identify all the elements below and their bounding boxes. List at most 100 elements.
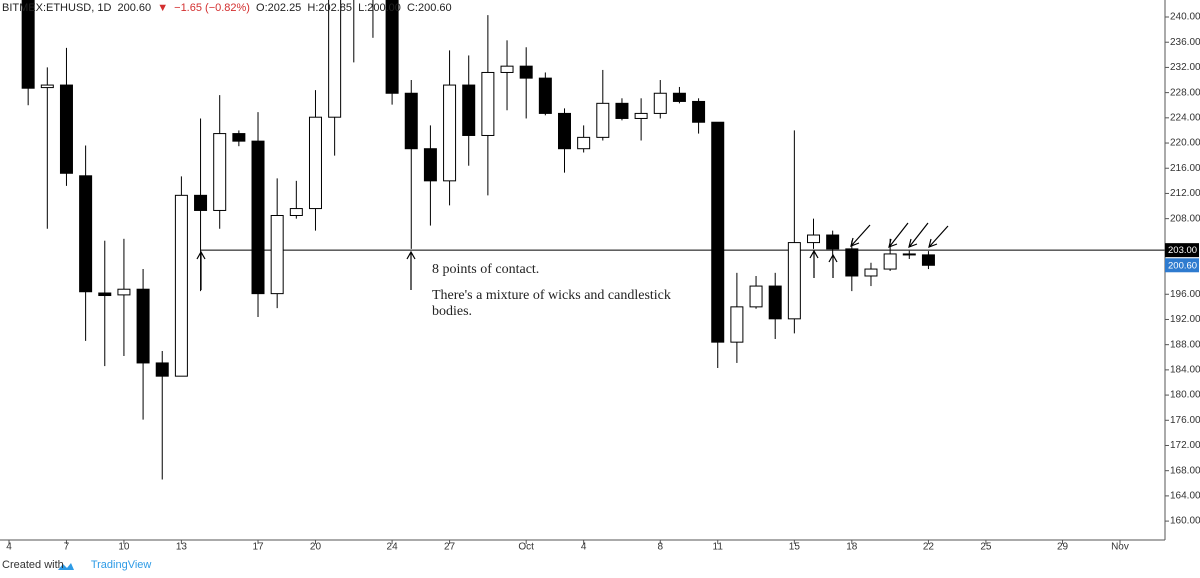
candle-body — [194, 194, 208, 211]
last-price: 200.60 — [117, 2, 152, 14]
y-tick-label: 180.00 — [1170, 390, 1200, 401]
candle-body — [462, 84, 476, 136]
x-tick-label: 17 — [252, 542, 264, 553]
candle-body — [385, 0, 399, 94]
x-tick-label: 22 — [923, 542, 935, 553]
candle-body — [213, 133, 227, 211]
ohlc-open: O:202.25 — [256, 2, 302, 14]
ohlc-close: C:200.60 — [406, 2, 452, 14]
candle-body — [711, 121, 725, 343]
candle-body — [136, 288, 150, 364]
candle-body — [443, 84, 457, 182]
x-tick-label: 13 — [176, 542, 188, 553]
candle-body — [864, 268, 878, 277]
candle-body — [845, 248, 859, 277]
y-tick-label: 220.00 — [1170, 138, 1200, 149]
price-box — [1165, 258, 1199, 273]
footer: Created with TradingView — [2, 559, 151, 571]
candle-body — [538, 77, 552, 114]
candle-body — [634, 112, 648, 119]
candle-body — [787, 242, 801, 320]
candle-body — [557, 112, 571, 150]
x-tick-label: 4 — [6, 542, 12, 553]
arrow — [888, 222, 909, 248]
header: BITMEX:ETHUSD, 1D 200.60 ▼ −1.65 (−0.82%… — [2, 2, 455, 14]
candle-body — [692, 100, 706, 123]
y-tick-label: 216.00 — [1170, 163, 1200, 174]
x-tick-label: 11 — [713, 542, 724, 553]
annotation-text: 8 points of contact. — [432, 262, 540, 277]
arrow — [196, 250, 206, 290]
candle-body — [21, 0, 35, 89]
x-tick-label: 8 — [657, 542, 663, 553]
x-tick-label: 15 — [789, 542, 801, 553]
candle-body — [423, 148, 437, 182]
candle-body — [519, 65, 533, 79]
y-tick-label: 176.00 — [1170, 415, 1200, 426]
x-tick-label: 27 — [444, 542, 456, 553]
change: −1.65 (−0.82%) — [174, 2, 250, 14]
candle-body — [174, 194, 188, 377]
candle-body — [289, 208, 303, 216]
x-tick-label: 10 — [118, 542, 130, 553]
x-tick-label: Oct — [518, 542, 534, 553]
x-tick-label: 20 — [310, 542, 322, 553]
candle-body — [79, 175, 93, 293]
candle-body — [653, 92, 667, 114]
candle-body — [500, 65, 514, 73]
arrow — [850, 224, 871, 247]
candle-body — [883, 253, 897, 270]
candle-body — [251, 140, 265, 295]
annotation-arrows — [196, 222, 949, 290]
candle-body — [768, 285, 782, 320]
candle-body — [481, 71, 495, 136]
candle-body — [730, 306, 744, 343]
y-tick-label: 160.00 — [1170, 516, 1200, 527]
tv-logo — [58, 563, 74, 570]
candle-body — [921, 254, 935, 266]
change-icon: ▼ — [157, 2, 169, 14]
x-tick-label: 18 — [846, 542, 858, 553]
candle-body — [98, 292, 112, 297]
candle-body — [826, 234, 840, 250]
annotation-text: There's a mixture of wicks and candlesti… — [432, 288, 671, 319]
arrow — [928, 225, 949, 248]
x-tick-label: 24 — [387, 542, 399, 553]
ohlc-low: L:200.00 — [358, 2, 401, 14]
ohlc-high: H:202.85 — [307, 2, 353, 14]
y-tick-label: 196.00 — [1170, 289, 1200, 300]
arrow — [809, 249, 819, 278]
arrow — [828, 253, 838, 278]
y-tick-label: 236.00 — [1170, 37, 1200, 48]
y-tick-label: 172.00 — [1170, 440, 1200, 451]
y-tick-label: 224.00 — [1170, 112, 1200, 123]
candle-body — [672, 92, 686, 102]
candle-body — [117, 288, 131, 296]
y-tick-label: 212.00 — [1170, 188, 1200, 199]
y-tick-label: 184.00 — [1170, 365, 1200, 376]
y-tick-label: 208.00 — [1170, 213, 1200, 224]
arrow — [908, 222, 929, 248]
footer-brand: TradingView — [90, 559, 152, 571]
price-box — [1165, 243, 1199, 258]
x-tick-label: 4 — [581, 542, 587, 553]
candle-body — [596, 102, 610, 138]
y-tick-label: 168.00 — [1170, 465, 1200, 476]
x-tick-label: 25 — [980, 542, 992, 553]
y-tick-label: 240.00 — [1170, 12, 1200, 23]
candle-body — [615, 102, 629, 119]
y-tick-label: 188.00 — [1170, 339, 1200, 350]
price-label: 200.60 — [1168, 260, 1197, 271]
y-tick-label: 228.00 — [1170, 87, 1200, 98]
x-tick-label: 7 — [64, 542, 70, 553]
candle-body — [807, 234, 821, 244]
candle-body — [749, 285, 763, 308]
candle-body — [902, 253, 916, 256]
arrow — [406, 250, 416, 290]
footer-text: Created with — [2, 559, 64, 571]
candle-body — [577, 136, 591, 150]
candle-body — [404, 92, 418, 150]
y-tick-label: 164.00 — [1170, 491, 1200, 502]
